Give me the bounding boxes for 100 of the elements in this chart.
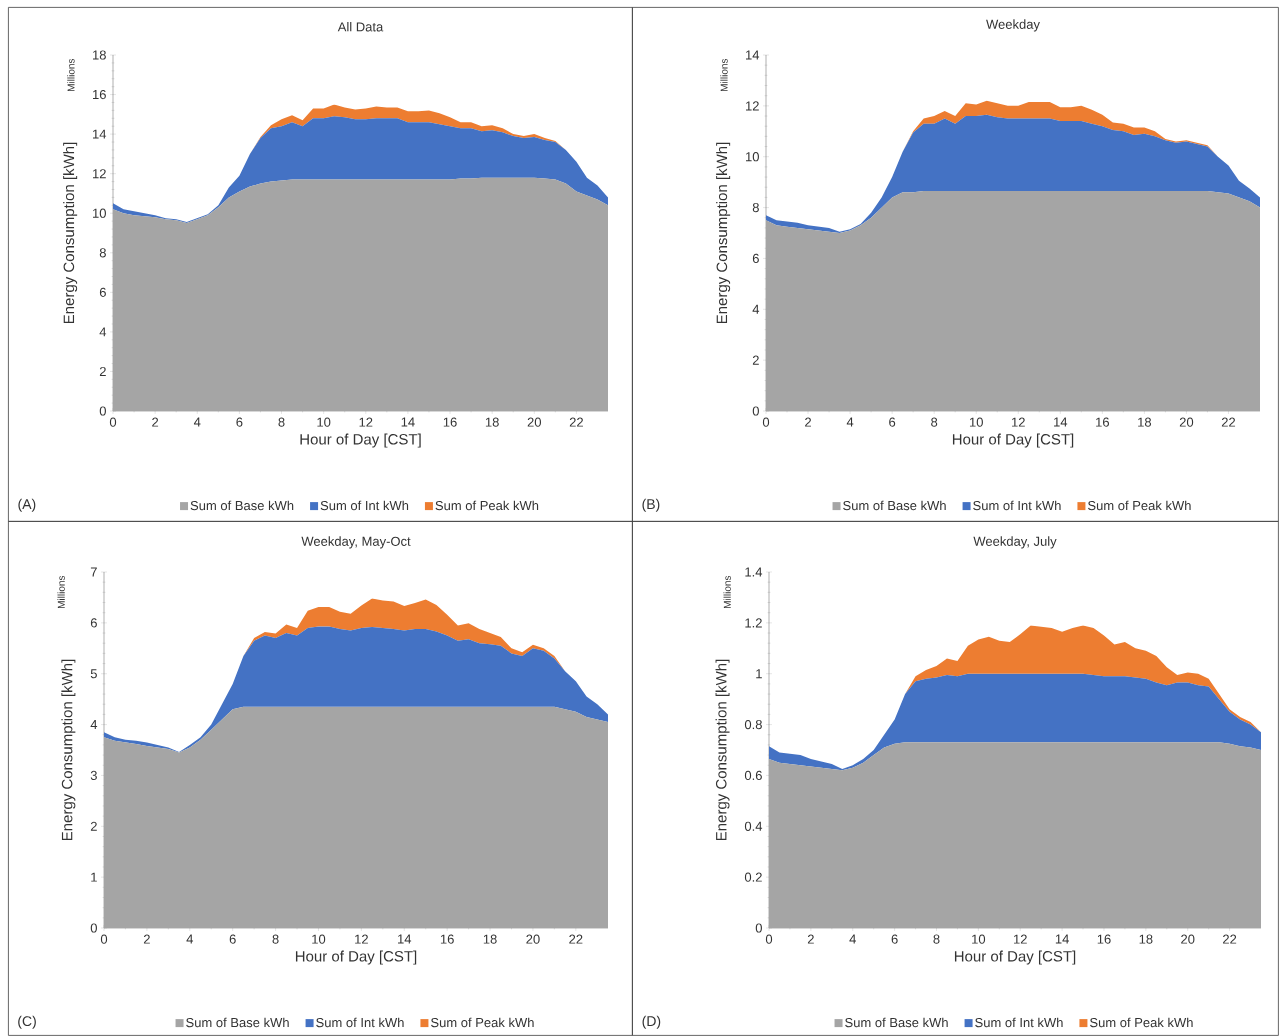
x-tick-label: 18 xyxy=(1138,417,1152,427)
y-tick-label: 16 xyxy=(93,89,106,100)
x-tick-label: 4 xyxy=(846,417,854,427)
y-tick-label: 6 xyxy=(99,287,106,297)
y-tick-label: 10 xyxy=(93,208,106,218)
x-tick-label: 10 xyxy=(312,934,326,944)
y-tick-label: 14 xyxy=(746,50,760,60)
y-tick-label: 0 xyxy=(752,406,759,416)
y-tick-label: 18 xyxy=(93,50,106,60)
y-tick-label: 3 xyxy=(90,770,97,781)
x-tick-label: 8 xyxy=(931,417,938,427)
y-tick-label: 4 xyxy=(90,720,98,730)
x-tick-label: 8 xyxy=(272,934,279,944)
y-tick-label: 0.8 xyxy=(744,719,762,730)
y-tick-label: 12 xyxy=(93,169,106,179)
x-tick-label: 20 xyxy=(526,934,540,944)
x-tick-label: 8 xyxy=(933,934,940,944)
x-tick-label: 4 xyxy=(193,417,201,427)
y-tick-label: 0 xyxy=(99,406,106,416)
x-tick-label: 10 xyxy=(317,417,331,427)
legend-label: Sum of Int kWh xyxy=(973,500,1061,511)
x-tick-label: 20 xyxy=(1179,417,1194,427)
text: Millions xyxy=(67,58,75,92)
legend-label: Sum of Base kWh xyxy=(843,500,946,511)
chart-title: Weekday, May-Oct xyxy=(301,536,411,549)
y-tick-label: 0 xyxy=(90,923,97,933)
y-tick-label: 10 xyxy=(746,152,759,162)
y-tick-label: 2 xyxy=(752,355,759,365)
x-tick-label: 6 xyxy=(891,934,898,944)
y-tick-label: 6 xyxy=(752,253,759,264)
legend-label: Sum of Peak kWh xyxy=(1090,1017,1193,1028)
x-tick-label: 2 xyxy=(143,934,150,944)
chart-title: All Data xyxy=(337,21,384,32)
x-tick-label: 6 xyxy=(889,417,896,427)
legend-label: Sum of Peak kWh xyxy=(1088,500,1191,511)
y-tick-label: 0 xyxy=(755,923,762,933)
text: Millions xyxy=(720,58,728,92)
y-tick-label: 4 xyxy=(752,304,760,314)
x-tick-label: 10 xyxy=(969,417,983,427)
y-tick-label: 4 xyxy=(99,327,107,337)
x-tick-label: 16 xyxy=(440,934,454,944)
y-tick-label: 1.4 xyxy=(745,567,763,577)
y-tick-label: 0.2 xyxy=(744,872,762,882)
y-tick-label: 8 xyxy=(752,202,759,213)
text: Millions xyxy=(57,575,65,609)
x-tick-label: 4 xyxy=(186,934,194,944)
text: (D) xyxy=(642,1015,661,1029)
y-tick-label: 12 xyxy=(746,101,759,111)
legend-label: Sum of Int kWh xyxy=(320,500,409,511)
x-tick-label: 20 xyxy=(1181,934,1195,944)
y-tick-label: 2 xyxy=(90,821,97,831)
y-axis-title: Energy Consumption [kWh] xyxy=(715,659,730,841)
legend-label: Sum of Base kWh xyxy=(845,1017,948,1028)
y-tick-label: 2 xyxy=(99,366,106,376)
y-tick-label: 0.4 xyxy=(744,821,763,831)
x-tick-label: 14 xyxy=(401,417,415,427)
legend-label: Sum of Int kWh xyxy=(975,1017,1063,1028)
y-axis-title: Energy Consumption [kWh] xyxy=(63,142,78,324)
x-axis-title: Hour of Day [CST] xyxy=(295,950,417,965)
x-tick-label: 22 xyxy=(569,934,583,944)
text: (C) xyxy=(18,1015,36,1029)
y-tick-label: 1 xyxy=(91,872,97,882)
x-tick-label: 0 xyxy=(765,934,773,944)
x-tick-label: 12 xyxy=(359,417,373,427)
y-tick-label: 6 xyxy=(90,618,97,628)
x-axis-title: Hour of Day [CST] xyxy=(952,433,1074,448)
chart-title: Weekday xyxy=(986,19,1040,32)
x-tick-label: 22 xyxy=(1221,417,1236,427)
x-tick-label: 2 xyxy=(152,417,159,427)
legend-label: Sum of Int kWh xyxy=(316,1017,404,1028)
x-tick-label: 0 xyxy=(109,417,117,427)
x-axis-title: Hour of Day [CST] xyxy=(954,950,1076,965)
x-tick-label: 14 xyxy=(1055,934,1069,944)
x-tick-label: 14 xyxy=(398,934,412,944)
legend-label: Sum of Base kWh xyxy=(186,1017,289,1028)
x-tick-label: 6 xyxy=(236,417,243,427)
y-tick-label: 7 xyxy=(90,567,97,577)
legend-label: Sum of Peak kWh xyxy=(435,500,539,511)
x-tick-label: 4 xyxy=(849,934,856,944)
x-tick-label: 22 xyxy=(569,417,583,427)
y-tick-label: 1 xyxy=(756,669,762,679)
x-axis-title: Hour of Day [CST] xyxy=(300,433,421,448)
x-tick-label: 12 xyxy=(1012,417,1025,427)
x-tick-label: 6 xyxy=(229,934,236,944)
x-tick-label: 20 xyxy=(527,417,542,427)
text: (A) xyxy=(18,498,36,512)
x-tick-label: 16 xyxy=(1096,417,1110,427)
x-tick-label: 18 xyxy=(1139,934,1153,944)
y-tick-label: 1.2 xyxy=(745,618,762,628)
x-tick-label: 16 xyxy=(1097,934,1111,944)
x-tick-label: 2 xyxy=(807,934,814,944)
y-tick-label: 0.6 xyxy=(744,770,762,781)
x-tick-label: 8 xyxy=(278,417,285,427)
x-tick-label: 18 xyxy=(485,417,499,427)
x-tick-label: 2 xyxy=(805,417,811,427)
chart-title: Weekday, July xyxy=(973,536,1057,549)
text: Millions xyxy=(723,575,731,609)
y-axis-title: Energy Consumption [kWh] xyxy=(716,142,731,324)
legend-label: Sum of Peak kWh xyxy=(431,1017,534,1028)
x-tick-label: 12 xyxy=(355,934,368,944)
